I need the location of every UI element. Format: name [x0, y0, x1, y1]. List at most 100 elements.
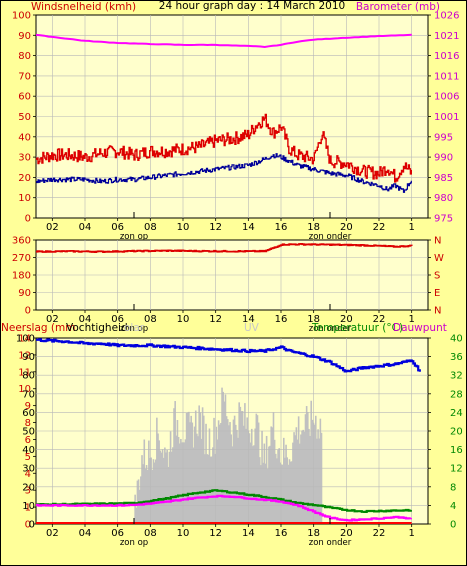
sunset-label: zon onder — [309, 232, 352, 242]
x-tick-label: 04 — [79, 222, 92, 233]
x-tick-label: 14 — [242, 528, 255, 539]
humidity-tick-label: 80 — [22, 371, 35, 382]
temperature-tick-label: 40 — [450, 334, 463, 345]
x-tick-label: 1 — [408, 314, 414, 325]
barometer-tick-label: 975 — [434, 214, 453, 225]
chart-title: 24 hour graph day : 14 March 2010 — [159, 0, 345, 12]
sunrise-label: zon op — [120, 232, 148, 242]
wind-tick-label: 60 — [18, 92, 31, 103]
compass-tick-label: E — [434, 288, 440, 299]
x-tick-label: 1 — [408, 528, 414, 539]
wind-tick-label: 100 — [12, 11, 31, 22]
wind-tick-label: 0 — [25, 214, 31, 225]
humidity-tick-label: 40 — [22, 445, 35, 456]
x-tick-label: 10 — [177, 314, 190, 325]
compass-tick-label: N — [434, 306, 441, 317]
humidity-tick-label: 60 — [22, 408, 35, 419]
rain-tick-label: 12 — [18, 350, 31, 361]
rain-tick-label: 1 — [25, 503, 31, 514]
x-tick-label: 02 — [46, 314, 59, 325]
humidity-tick-label: 30 — [22, 464, 35, 475]
x-tick-label: 06 — [111, 314, 124, 325]
barometer-tick-label: 985 — [434, 173, 453, 184]
barometer-tick-label: 995 — [434, 132, 453, 143]
temperature-tick-label: 20 — [450, 427, 463, 438]
compass-tick-label: S — [434, 271, 440, 282]
humidity-tick-label: 50 — [22, 427, 35, 438]
temperature-tick-label: 16 — [450, 445, 463, 456]
x-tick-label: 06 — [111, 528, 124, 539]
temperature-tick-label: 24 — [450, 408, 463, 419]
x-tick-label: 08 — [144, 528, 157, 539]
temperature-tick-label: 8 — [450, 482, 456, 493]
temperature-tick-label: 28 — [450, 389, 463, 400]
x-tick-label: 12 — [209, 222, 222, 233]
humidity-tick-label: 70 — [22, 389, 35, 400]
x-tick-label: 20 — [340, 222, 353, 233]
barometer-tick-label: 990 — [434, 153, 453, 164]
wind-average-line — [36, 153, 412, 193]
barometer-tick-label: 1001 — [434, 112, 459, 123]
x-tick-label: 04 — [79, 314, 92, 325]
x-tick-label: 20 — [340, 314, 353, 325]
x-tick-label: 02 — [46, 528, 59, 539]
direction-tick-label: 270 — [12, 253, 31, 264]
wind-tick-label: 30 — [18, 153, 31, 164]
direction-tick-label: 0 — [25, 306, 31, 317]
rain-tick-label: 10 — [18, 384, 31, 395]
wind-tick-label: 40 — [18, 132, 31, 143]
x-tick-label: 1 — [408, 222, 414, 233]
x-tick-label: 22 — [373, 222, 386, 233]
x-tick-label: 06 — [111, 222, 124, 233]
x-tick-label: 12 — [209, 314, 222, 325]
temperature-tick-label: 32 — [450, 371, 463, 382]
barometer-tick-label: 1021 — [434, 31, 459, 42]
x-tick-label: 08 — [144, 222, 157, 233]
sunset-label: zon onder — [309, 538, 352, 548]
rain-axis-label: Neerslag (mm — [1, 322, 75, 334]
rain-tick-label: 14 — [18, 334, 31, 345]
direction-tick-label: 180 — [12, 271, 31, 282]
wind-direction-line — [36, 243, 413, 253]
barometer-line — [35, 33, 412, 49]
dewpoint-axis-label: Dauwpunt — [393, 322, 447, 334]
compass-tick-label: W — [434, 253, 444, 264]
rain-tick-label: 9 — [25, 401, 31, 412]
wind-gust-line — [36, 113, 412, 183]
sunrise-label: zon op — [120, 324, 148, 334]
wind-direction-panel: 02 04 06 08 10 12 14 16 18 20 22 1 zon op zon onder 0 9… — [12, 236, 444, 335]
barometer-tick-label: 980 — [434, 193, 453, 204]
wind-barometer-panel: 02 04 06 08 10 12 14 16 18 20 22 1 zon op zon onder 0 1… — [12, 11, 460, 243]
wind-axis-label: Windsnelheid (kmh) — [31, 1, 136, 13]
wind-tick-label: 50 — [18, 112, 31, 123]
rain-tick-label: 8 — [25, 418, 31, 429]
x-tick-label: 08 — [144, 314, 157, 325]
x-tick-label: 02 — [46, 222, 59, 233]
rain-tick-label: 5 — [25, 452, 31, 463]
temperature-tick-label: 12 — [450, 464, 463, 475]
humidity-line — [36, 338, 421, 373]
wind-tick-label: 80 — [18, 51, 31, 62]
x-tick-label: 18 — [307, 528, 320, 539]
humidity-tick-label: 90 — [22, 352, 35, 363]
x-tick-label: 10 — [177, 528, 190, 539]
humidity-tick-label: 100 — [16, 334, 35, 345]
x-tick-label: 16 — [275, 528, 288, 539]
x-tick-label: 12 — [209, 528, 222, 539]
humidity-tick-label: 10 — [22, 501, 35, 512]
sunset-label: zon onder — [309, 324, 352, 334]
barometer-tick-label: 1006 — [434, 92, 459, 103]
barometer-tick-label: 1016 — [434, 51, 459, 62]
humidity-tick-label: 0 — [29, 520, 35, 531]
x-tick-label: 10 — [177, 222, 190, 233]
temperature-axis-label: Temperatuur (°C) — [311, 322, 403, 334]
temperature-tick-label: 36 — [450, 352, 463, 363]
x-tick-label: 18 — [307, 222, 320, 233]
temperature-tick-label: 0 — [450, 520, 456, 531]
humidity-tick-label: 20 — [22, 482, 35, 493]
x-tick-label: 14 — [242, 314, 255, 325]
wind-tick-label: 90 — [18, 31, 31, 42]
rain-tick-label: 11 — [18, 367, 31, 378]
